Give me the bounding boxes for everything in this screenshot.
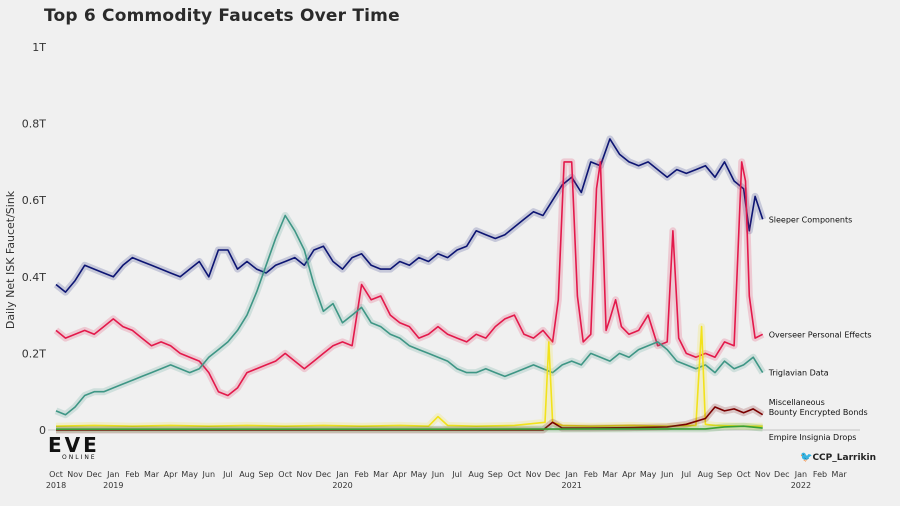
y-tick-label: 0.6T	[22, 194, 46, 207]
chart-title: Top 6 Commodity Faucets Over Time	[44, 6, 400, 26]
series-label: Overseer Personal Effects	[769, 330, 872, 339]
x-tick-label: Dec	[316, 470, 331, 479]
x-year-label: 2019	[103, 481, 123, 490]
y-axis: 0 0.2T 0.4T 0.6T 0.8T 1T	[22, 41, 46, 437]
series-label: Triglavian Data	[768, 369, 829, 378]
x-year-label: 2020	[332, 481, 352, 490]
series-line	[56, 406, 764, 431]
y-tick-label: 0.4T	[22, 271, 46, 284]
x-tick-label: Jun	[202, 470, 216, 479]
series-line	[55, 214, 764, 416]
x-tick-label: Dec	[545, 470, 560, 479]
x-tick-label: Aug	[468, 470, 484, 479]
x-year-label: 2018	[46, 481, 66, 490]
x-tick-label: Jul	[680, 470, 691, 479]
credit-handle: CCP_Larrikin	[812, 453, 877, 463]
x-tick-label: Apr	[164, 470, 179, 479]
logo-subtext: ONLINE	[62, 454, 97, 461]
x-tick-label: Jul	[222, 470, 233, 479]
x-tick-label: Feb	[584, 470, 598, 479]
x-tick-label: Oct	[49, 470, 63, 479]
x-tick-label: Feb	[813, 470, 827, 479]
y-tick-label: 0.8T	[22, 118, 46, 131]
x-tick-label: Sep	[259, 470, 274, 479]
x-year-label: 2021	[562, 481, 582, 490]
x-tick-label: Apr	[393, 470, 408, 479]
x-tick-label: Dec	[774, 470, 789, 479]
logo-text: EVE	[48, 433, 100, 457]
y-tick-label: 1T	[32, 41, 46, 54]
x-tick-label: Mar	[832, 470, 848, 479]
series-labels: Sleeper Components Overseer Personal Effe…	[768, 215, 872, 442]
x-tick-label: Jan	[794, 470, 807, 479]
x-tick-label: Apr	[622, 470, 637, 479]
x-tick-label: Nov	[67, 470, 83, 479]
x-tick-label: Nov	[755, 470, 771, 479]
x-tick-label: Mar	[602, 470, 618, 479]
x-tick-label: Sep	[488, 470, 503, 479]
series-label: Bounty Encrypted Bonds	[769, 408, 868, 417]
x-tick-label: May	[411, 470, 428, 479]
x-tick-label: Jun	[431, 470, 445, 479]
series-line	[55, 161, 764, 397]
x-tick-label: May	[181, 470, 198, 479]
series-line	[55, 325, 763, 427]
series-label: Empire Insignia Drops	[769, 433, 857, 442]
x-tick-label: Aug	[239, 470, 255, 479]
x-year-label: 2022	[791, 481, 811, 490]
x-tick-label: Jan	[335, 470, 348, 479]
series-line	[56, 425, 763, 430]
x-tick-label: Nov	[296, 470, 312, 479]
y-tick-label: 0	[39, 424, 46, 437]
series-line	[55, 138, 764, 293]
x-tick-label: Oct	[737, 470, 751, 479]
x-tick-label: Aug	[698, 470, 714, 479]
x-tick-label: Jan	[106, 470, 119, 479]
x-tick-label: Feb	[355, 470, 369, 479]
x-tick-label: Mar	[373, 470, 389, 479]
x-tick-label: Jan	[565, 470, 578, 479]
series-label: Sleeper Components	[769, 215, 853, 224]
x-tick-label: Sep	[717, 470, 732, 479]
x-tick-label: Dec	[86, 470, 101, 479]
x-tick-label: Oct	[507, 470, 521, 479]
x-tick-label: Mar	[144, 470, 160, 479]
series-band	[53, 158, 765, 399]
series-label: Miscellaneous	[769, 398, 825, 407]
series-layer	[53, 135, 767, 434]
x-tick-label: Oct	[278, 470, 292, 479]
x-tick-label: Jul	[451, 470, 462, 479]
x-tick-label: Jun	[660, 470, 674, 479]
twitter-bird-icon: 🐦	[800, 452, 813, 463]
twitter-credit[interactable]: 🐦CCP_Larrikin	[800, 452, 876, 463]
y-tick-label: 0.2T	[22, 347, 46, 360]
y-axis-label: Daily Net ISK Faucet/Sink	[4, 190, 17, 329]
eve-online-logo: EVE ONLINE	[48, 433, 100, 461]
series-band	[54, 212, 766, 419]
x-tick-label: Nov	[526, 470, 542, 479]
x-tick-label: Feb	[125, 470, 139, 479]
x-axis: Oct Nov Dec Jan Feb Mar Apr May Jun Jul Aug Sep Oct N…	[46, 470, 848, 490]
x-tick-label: May	[640, 470, 657, 479]
